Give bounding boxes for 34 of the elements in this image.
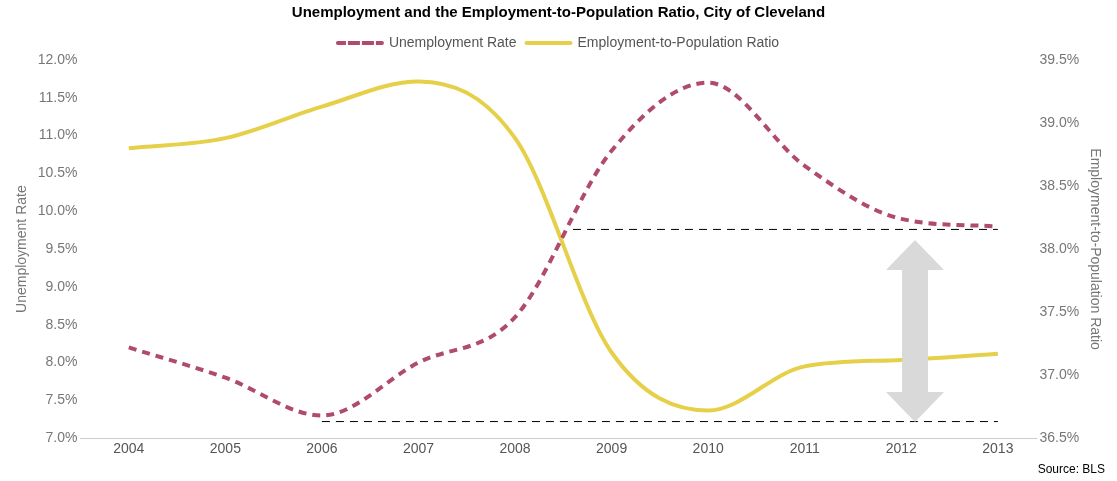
y-tick-label: 11.0% (38, 126, 78, 143)
y-tick-label: 8.0% (45, 353, 78, 370)
x-tick-label: 2009 (596, 440, 628, 457)
x-tick-label: 2012 (885, 440, 918, 457)
legend-label: Employment-to-Population Ratio (577, 33, 780, 50)
y2-axis-title: Employment-to-Population Ratio (1087, 148, 1104, 351)
legend-label: Unemployment Rate (388, 33, 517, 50)
x-tick-label: 2008 (499, 440, 531, 457)
x-tick-label: 2010 (692, 440, 724, 457)
y-tick-label: 7.5% (45, 391, 78, 408)
y2-tick-label: 39.0% (1039, 113, 1080, 130)
x-tick-label: 2006 (306, 440, 338, 457)
y-tick-label: 10.0% (37, 202, 78, 219)
x-tick-label: 2004 (113, 440, 145, 457)
x-tick-label: 2011 (789, 440, 821, 457)
y2-tick-label: 38.0% (1039, 239, 1080, 256)
y-tick-label: 10.5% (37, 164, 78, 181)
y-tick-label: 11.5% (38, 88, 78, 105)
y-tick-label: 9.0% (45, 277, 78, 294)
y-axis-title: Unemployment Rate (13, 185, 30, 313)
y-tick-label: 7.0% (45, 429, 78, 446)
y-tick-label: 9.5% (45, 239, 78, 256)
y-tick-label: 12.0% (37, 50, 78, 67)
chart-title: Unemployment and the Employment-to-Population Ratio, City of Cleveland (291, 3, 826, 21)
y2-tick-label: 37.0% (1039, 366, 1080, 383)
y2-tick-label: 39.5% (1039, 50, 1080, 67)
x-tick-label: 2005 (209, 440, 242, 457)
x-tick-label: 2007 (402, 440, 435, 457)
y2-tick-label: 36.5% (1039, 429, 1080, 446)
source-note: Source: BLS (1037, 462, 1105, 477)
y2-tick-label: 37.5% (1039, 302, 1080, 319)
x-tick-label: 2013 (982, 440, 1014, 457)
y2-tick-label: 38.5% (1039, 176, 1080, 193)
y-tick-label: 8.5% (45, 315, 78, 332)
